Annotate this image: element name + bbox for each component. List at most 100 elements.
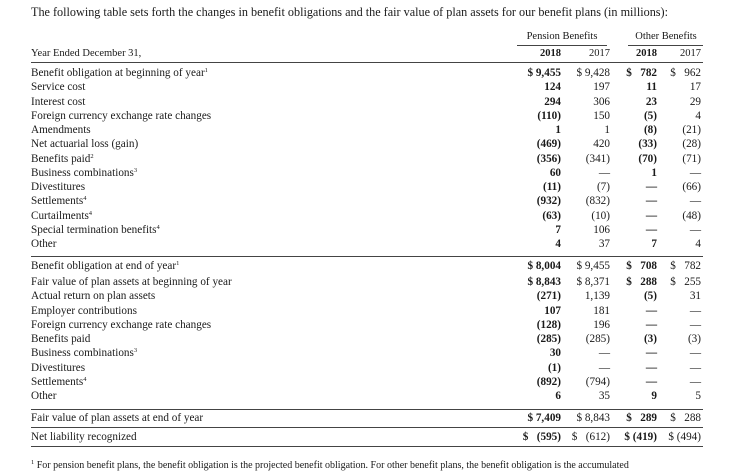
- footnote-ref: 1: [204, 67, 208, 74]
- cell-pension-2017: 1,139: [584, 290, 610, 303]
- cell-other-2018: 9: [651, 390, 657, 402]
- year-header-other-2017: 2017: [680, 48, 701, 59]
- cell-pension-2018: 1: [555, 124, 561, 136]
- row-label: Benefit obligation at beginning of year1: [31, 67, 208, 79]
- row-label: Benefit obligation at end of year1: [31, 260, 179, 272]
- table-row: Net actuarial loss (gain) (469) 420 (33) (28…: [0, 138, 733, 152]
- intro-text: The following table sets forth the chang…: [31, 5, 668, 19]
- footnote-marker: 1: [31, 459, 35, 466]
- footnote-ref: 3: [133, 166, 138, 174]
- cell-other-2017: (3): [687, 333, 701, 345]
- row-label-text: Net actuarial loss (gain): [31, 138, 139, 151]
- table-row: Net liability recognized $ (595) $ (612) $ …: [0, 431, 733, 445]
- cell-pension-2017: 35: [598, 390, 610, 402]
- row-label: Settlements4: [31, 376, 86, 388]
- row-label: Other: [31, 390, 56, 402]
- cell-other-2018: 11: [646, 81, 657, 94]
- cell-other-2017: $ 962: [670, 67, 701, 79]
- cell-other-2018: —: [645, 223, 657, 236]
- header-other-benefits: Other Benefits: [635, 31, 697, 42]
- table-row: Foreign currency exchange rate changes (1…: [0, 110, 733, 124]
- cell-pension-2017: (832): [585, 195, 610, 208]
- row-label-text: Divestitures: [31, 181, 86, 193]
- cell-pension-2017: —: [598, 166, 610, 179]
- cell-other-2017: —: [689, 223, 701, 236]
- cell-pension-2017: 37: [598, 238, 610, 250]
- cell-other-2018: $ 708: [626, 259, 657, 272]
- row-label-text: Divestitures: [31, 361, 86, 374]
- table-row: Settlements4 (892) (794) — —: [0, 376, 733, 390]
- cell-other-2017: (21): [682, 124, 701, 136]
- cell-other-2018: (3): [643, 333, 657, 345]
- cell-other-2018: —: [645, 304, 657, 317]
- table-row: Foreign currency exchange rate changes (1…: [0, 319, 733, 333]
- row-label: Interest cost: [31, 96, 85, 108]
- cell-other-2018: (5): [643, 109, 657, 122]
- year-header-pension-2018: 2018: [540, 48, 561, 59]
- cell-pension-2017: 197: [593, 81, 610, 94]
- table-row: Employer contributions 107 181 — —: [0, 305, 733, 319]
- table-row: Interest cost 294 306 23 29: [0, 96, 733, 110]
- cell-other-2018: —: [645, 181, 657, 193]
- row-label-text: Fair value of plan assets at beginning o…: [31, 276, 232, 288]
- cell-pension-2018: 7: [555, 223, 561, 236]
- table-row: Benefit obligation at beginning of year1…: [0, 67, 733, 81]
- cell-pension-2017: $ (612): [571, 430, 610, 443]
- cell-pension-2017: (794): [585, 375, 610, 388]
- table-row: Special termination benefits4 7 106 — —: [0, 224, 733, 238]
- year-ended-label: Year Ended December 31,: [31, 48, 142, 59]
- table-row: Settlements4 (932) (832) — —: [0, 195, 733, 209]
- cell-other-2017: $ 255: [670, 276, 701, 288]
- footnote: 1 For pension benefit plans, the benefit…: [31, 459, 629, 471]
- cell-other-2017: $ 782: [670, 259, 701, 272]
- table-row: Curtailments4 (63) (10) — (48): [0, 210, 733, 224]
- cell-pension-2018: 4: [555, 238, 561, 250]
- row-label: Net liability recognized: [31, 431, 137, 443]
- cell-pension-2017: —: [598, 361, 610, 374]
- cell-pension-2018: (271): [536, 290, 561, 303]
- row-label-text: Employer contributions: [31, 304, 137, 317]
- cell-pension-2017: $ 9,428: [576, 67, 610, 79]
- cell-other-2017: (71): [682, 152, 701, 165]
- cell-pension-2018: 60: [549, 166, 561, 179]
- row-label-text: Benefit obligation at beginning of year: [31, 67, 205, 79]
- row-label-text: Foreign currency exchange rate changes: [31, 109, 212, 122]
- cell-pension-2018: $ 9,455: [527, 67, 561, 79]
- cell-other-2017: 31: [689, 290, 701, 303]
- cell-pension-2018: 124: [544, 81, 561, 94]
- table-row: Business combinations3 30 — — —: [0, 347, 733, 361]
- cell-pension-2018: (469): [536, 138, 561, 151]
- cell-other-2017: 29: [689, 95, 701, 108]
- cell-pension-2017: 106: [593, 223, 610, 236]
- cell-other-2018: 7: [651, 238, 657, 250]
- cell-other-2017: —: [689, 304, 701, 317]
- row-label: Settlements4: [31, 195, 86, 207]
- cell-pension-2018: $ 7,409: [527, 412, 561, 424]
- cell-pension-2018: 30: [549, 347, 561, 360]
- footnote-text: For pension benefit plans, the benefit o…: [36, 460, 629, 471]
- cell-pension-2018: (356): [536, 152, 561, 165]
- year-header-pension-2017: 2017: [589, 48, 610, 59]
- header-pension-benefits: Pension Benefits: [526, 31, 598, 42]
- row-label-text: Settlements: [31, 195, 84, 208]
- row-label-text: Special termination benefits: [31, 223, 157, 236]
- cell-pension-2018: (11): [542, 181, 561, 193]
- cell-other-2018: 23: [645, 95, 657, 108]
- footnote-ref: 4: [83, 195, 87, 203]
- cell-pension-2017: (7): [596, 181, 610, 193]
- cell-other-2018: (8): [643, 124, 657, 136]
- cell-other-2017: $ (494): [668, 430, 701, 443]
- row-label: Fair value of plan assets at end of year: [31, 412, 203, 424]
- footnote-ref: 3: [133, 347, 138, 355]
- header-bottom-rule: [31, 62, 703, 63]
- cell-pension-2018: (128): [536, 318, 561, 331]
- cell-other-2017: 4: [695, 109, 701, 122]
- cell-other-2018: —: [645, 318, 657, 331]
- row-label-text: Actual return on plan assets: [31, 290, 156, 303]
- table-row: Fair value of plan assets at beginning o…: [0, 276, 733, 290]
- cell-pension-2018: (1): [547, 361, 561, 374]
- cell-pension-2017: 150: [593, 109, 610, 122]
- cell-pension-2018: 6: [555, 390, 561, 402]
- other-header-rule: [628, 45, 703, 46]
- cell-other-2017: (48): [682, 209, 701, 222]
